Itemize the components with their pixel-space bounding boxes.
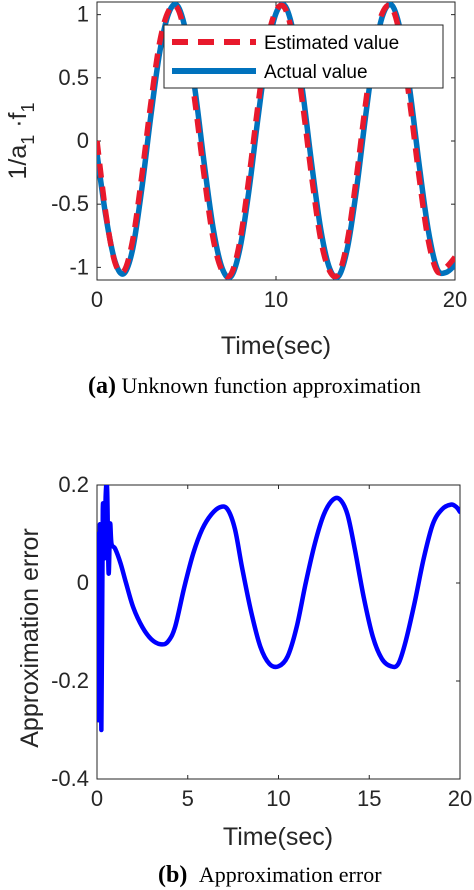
x-tick-label: 0 xyxy=(91,287,103,312)
x-axis-label: Time(sec) xyxy=(223,823,333,851)
x-axis-label: Time(sec) xyxy=(221,332,331,360)
legend-label-actual: Actual value xyxy=(264,62,368,83)
plot-area-frame xyxy=(96,484,461,780)
y-label-part: ·f xyxy=(4,112,32,134)
legend-label-estimated: Estimated value xyxy=(264,33,399,54)
y-tick-label: -1 xyxy=(69,254,89,279)
y-tick-label: 0.2 xyxy=(58,472,89,497)
x-tick-label: 15 xyxy=(357,786,381,811)
series-line-error xyxy=(97,485,460,733)
y-label-subscript: 1 xyxy=(18,135,38,145)
y-tick-label: 0 xyxy=(77,128,89,153)
y-tick-label: 1 xyxy=(77,2,89,27)
caption-b: (b) Approximation error xyxy=(158,862,382,889)
x-tick-label: 10 xyxy=(264,287,288,312)
y-tick-label: -0.4 xyxy=(51,766,89,791)
y-tick-label: 0 xyxy=(77,570,89,595)
panel-label-a: (a) xyxy=(88,373,116,399)
caption-text-b: Approximation error xyxy=(198,862,382,887)
x-tick-label: 10 xyxy=(266,786,290,811)
y-label-part: 1/a xyxy=(4,145,32,180)
legend-box xyxy=(163,24,444,89)
panel-label-b: (b) xyxy=(158,862,188,888)
series-line-estimated-value xyxy=(97,2,455,280)
x-tick-label: 0 xyxy=(91,786,103,811)
chart-panel-a: 10.50-0.5-1 0 10 20 1/a1 ·f1 Time(sec) Est… xyxy=(4,1,467,360)
caption-text-a: Unknown function approximation xyxy=(121,373,421,398)
y-tick-label: 0.5 xyxy=(58,65,89,90)
y-label-subscript: 1 xyxy=(18,102,38,112)
legend: Estimated value Actual value xyxy=(163,24,444,89)
y-axis-label: 1/a1 ·f1 xyxy=(4,102,38,179)
x-tick-label: 20 xyxy=(448,786,472,811)
y-tick-label: -0.5 xyxy=(51,191,89,216)
y-tick-label: -0.2 xyxy=(51,668,89,693)
chart-panel-b: 0.2 0 -0.2 -0.4 0 5 10 15 20 Approximation erro… xyxy=(16,472,472,851)
y-axis-label: Approximation error xyxy=(16,528,44,748)
caption-a: (a) Unknown function approximation xyxy=(88,373,421,400)
x-tick-label: 5 xyxy=(182,786,194,811)
x-tick-label: 20 xyxy=(443,287,467,312)
